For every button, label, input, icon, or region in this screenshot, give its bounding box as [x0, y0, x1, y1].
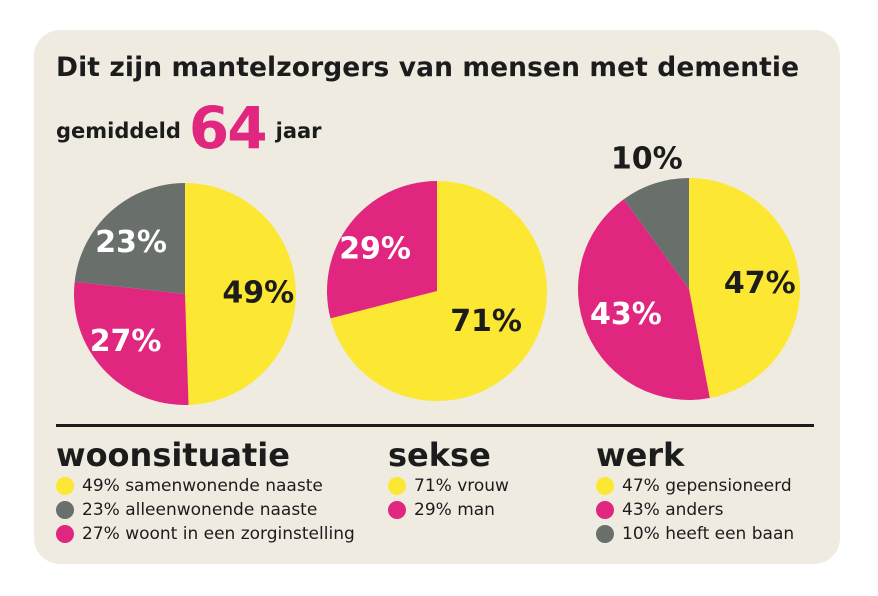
- legend-item: 10% heeft een baan: [596, 522, 794, 546]
- legend-text: 10% heeft een baan: [622, 524, 795, 544]
- divider: [56, 424, 814, 427]
- average-suffix: jaar: [275, 119, 322, 143]
- legend-dot: [56, 501, 74, 519]
- average-prefix: gemiddeld: [56, 119, 181, 143]
- legend-dot: [388, 501, 406, 519]
- legend-dot: [388, 477, 406, 495]
- legend-dot: [56, 525, 74, 543]
- pie-slice-woonsituatie-woont-in-een-zorginstelling: [73, 281, 189, 405]
- legend-item: 29% man: [388, 498, 509, 522]
- legend-item: 47% gepensioneerd: [596, 474, 794, 498]
- legend-heading: werk: [596, 436, 685, 474]
- legend-text: 49% samenwonende naaste: [82, 476, 323, 496]
- legend-text: 23% alleenwonende naaste: [82, 500, 318, 520]
- legend-werk: werk 47% gepensioneerd 43% anders 10% he…: [596, 436, 794, 546]
- pie-slice-werk-gepensioneerd: [689, 178, 800, 399]
- legend-item: 23% alleenwonende naaste: [56, 498, 355, 522]
- legend-heading: woonsituatie: [56, 436, 290, 474]
- pie-slice-werk-anders: [578, 199, 710, 400]
- legend-item: 71% vrouw: [388, 474, 509, 498]
- pie-slice-sekse-vrouw: [330, 181, 548, 402]
- pie-data-label: 29%: [339, 232, 411, 267]
- legend-sekse: sekse 71% vrouw 29% man: [388, 436, 509, 522]
- pie-slice-woonsituatie-alleenwonende-naaste: [74, 183, 185, 294]
- legend-item: 43% anders: [596, 498, 794, 522]
- legend-text: 29% man: [414, 500, 495, 520]
- legend-heading: sekse: [388, 436, 491, 474]
- pie-data-label: 43%: [590, 297, 662, 332]
- legend-text: 43% anders: [622, 500, 724, 520]
- pie-slice-woonsituatie-samenwonende-naaste: [185, 183, 296, 405]
- pie-data-label: 71%: [450, 304, 522, 339]
- legend-dot: [596, 525, 614, 543]
- legend-text: 47% gepensioneerd: [622, 476, 792, 496]
- legend-dot: [596, 501, 614, 519]
- average-age: gemiddeld 64 jaar: [56, 94, 322, 162]
- legend-dot: [56, 477, 74, 495]
- pie-data-label: 47%: [724, 266, 796, 301]
- page-title: Dit zijn mantelzorgers van mensen met de…: [56, 52, 800, 83]
- legend-dot: [596, 477, 614, 495]
- legend-item: 49% samenwonende naaste: [56, 474, 355, 498]
- pie-data-label: 27%: [90, 324, 162, 359]
- pie-data-label: 49%: [222, 276, 294, 311]
- pie-data-label: 10%: [611, 142, 683, 177]
- pie-slice-sekse-man: [327, 181, 437, 319]
- average-value: 64: [188, 94, 268, 162]
- legend-text: 27% woont in een zorginstelling: [82, 524, 355, 544]
- legend-text: 71% vrouw: [414, 476, 509, 496]
- pie-data-label: 23%: [95, 225, 167, 260]
- legend-woonsituatie: woonsituatie 49% samenwonende naaste 23%…: [56, 436, 355, 546]
- pie-slice-werk-heeft-een-baan: [623, 178, 689, 289]
- legend-item: 27% woont in een zorginstelling: [56, 522, 355, 546]
